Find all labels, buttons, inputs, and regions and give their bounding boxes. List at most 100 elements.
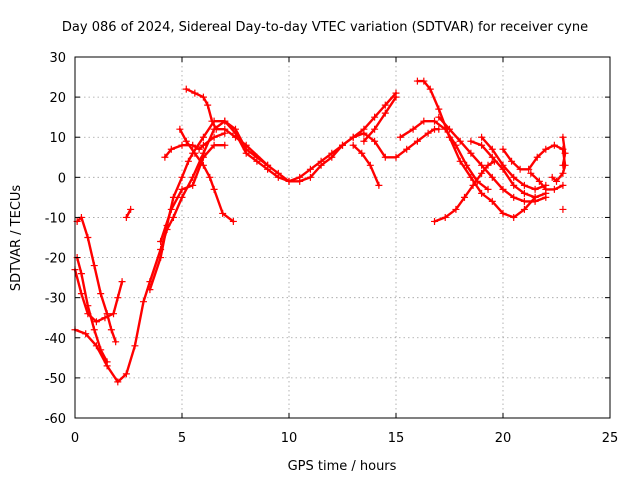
data-point-marker bbox=[488, 197, 496, 205]
data-point-marker bbox=[484, 161, 492, 169]
data-point-marker bbox=[358, 149, 366, 157]
data-point-marker bbox=[221, 125, 229, 133]
data-point-marker bbox=[127, 205, 135, 213]
data-point-marker bbox=[559, 181, 567, 189]
data-point-marker bbox=[381, 101, 389, 109]
data-point-marker bbox=[176, 125, 184, 133]
series-track-10 bbox=[182, 85, 272, 169]
series-line bbox=[416, 79, 537, 219]
series-track-17 bbox=[467, 137, 550, 201]
series-track-7 bbox=[157, 141, 229, 246]
data-point-marker bbox=[467, 173, 475, 181]
data-point-marker bbox=[169, 213, 177, 221]
series-line bbox=[469, 140, 547, 199]
data-point-marker bbox=[409, 125, 417, 133]
data-point-marker bbox=[242, 141, 250, 149]
x-tick-label: 15 bbox=[388, 431, 405, 446]
data-point-marker bbox=[306, 173, 314, 181]
series-track-12 bbox=[360, 93, 400, 145]
data-point-marker bbox=[381, 109, 389, 117]
data-point-marker bbox=[210, 133, 218, 141]
data-point-marker bbox=[199, 161, 207, 169]
data-point-marker bbox=[90, 262, 98, 270]
series-track-16 bbox=[435, 113, 550, 205]
data-point-marker bbox=[426, 85, 434, 93]
data-point-marker bbox=[114, 378, 122, 386]
data-point-marker bbox=[508, 157, 516, 165]
data-point-marker bbox=[199, 133, 207, 141]
data-point-marker bbox=[499, 209, 507, 217]
data-point-marker bbox=[146, 286, 154, 294]
data-point-marker bbox=[499, 185, 507, 193]
data-point-marker bbox=[182, 85, 190, 93]
data-point-marker bbox=[371, 113, 379, 121]
series-line bbox=[362, 95, 398, 143]
data-point-marker bbox=[178, 173, 186, 181]
data-point-marker bbox=[478, 161, 486, 169]
data-point-marker bbox=[199, 141, 207, 149]
series-line bbox=[75, 216, 117, 343]
data-point-marker bbox=[208, 117, 216, 125]
data-point-marker bbox=[499, 145, 507, 153]
data-point-marker bbox=[510, 213, 518, 221]
data-point-marker bbox=[371, 125, 379, 133]
data-point-marker bbox=[195, 145, 203, 153]
data-point-marker bbox=[167, 145, 175, 153]
series-line bbox=[433, 160, 496, 223]
data-point-marker bbox=[77, 290, 85, 298]
y-tick-label: -60 bbox=[45, 412, 66, 427]
data-point-marker bbox=[182, 137, 190, 145]
data-point-marker bbox=[371, 137, 379, 145]
data-point-marker bbox=[452, 205, 460, 213]
data-point-marker bbox=[527, 169, 535, 177]
data-point-marker bbox=[103, 358, 111, 366]
series-track-11 bbox=[349, 141, 383, 189]
x-axis-label: GPS time / hours bbox=[288, 459, 397, 474]
data-point-marker bbox=[469, 181, 477, 189]
series-track-1 bbox=[71, 266, 126, 326]
data-point-marker bbox=[559, 205, 567, 213]
data-point-marker bbox=[296, 177, 304, 185]
data-point-marker bbox=[178, 185, 186, 193]
data-point-marker bbox=[431, 117, 439, 125]
data-point-marker bbox=[178, 193, 186, 201]
data-point-marker bbox=[516, 165, 524, 173]
data-point-marker bbox=[112, 338, 120, 346]
series-track-6 bbox=[146, 117, 443, 294]
data-point-marker bbox=[191, 89, 199, 97]
data-layer bbox=[71, 77, 569, 386]
data-point-marker bbox=[441, 213, 449, 221]
data-point-marker bbox=[520, 205, 528, 213]
data-point-marker bbox=[97, 290, 105, 298]
data-point-marker bbox=[97, 346, 105, 354]
data-point-marker bbox=[82, 330, 90, 338]
data-point-marker bbox=[189, 181, 197, 189]
data-point-marker bbox=[553, 177, 560, 185]
data-point-marker bbox=[90, 326, 98, 334]
series-line bbox=[125, 208, 132, 219]
data-point-marker bbox=[403, 145, 411, 153]
data-point-marker bbox=[84, 234, 92, 241]
data-point-marker bbox=[221, 141, 229, 149]
data-point-marker bbox=[478, 133, 486, 141]
data-point-marker bbox=[531, 185, 539, 193]
x-tick-label: 25 bbox=[602, 431, 619, 446]
y-axis-label: SDTVAR / TECUs bbox=[9, 185, 24, 292]
series-line bbox=[163, 132, 226, 159]
data-point-marker bbox=[131, 342, 139, 350]
data-point-marker bbox=[221, 117, 229, 125]
grid-layer bbox=[75, 57, 610, 418]
data-point-marker bbox=[431, 217, 439, 225]
plot-frame bbox=[74, 56, 611, 419]
data-point-marker bbox=[392, 153, 400, 161]
data-point-marker bbox=[460, 193, 468, 201]
data-point-marker bbox=[92, 318, 100, 326]
data-point-marker bbox=[107, 326, 115, 334]
series-track-5 bbox=[122, 205, 135, 221]
data-point-marker bbox=[349, 141, 357, 149]
series-line bbox=[178, 127, 235, 223]
series-line bbox=[185, 87, 269, 167]
data-point-marker bbox=[274, 169, 282, 177]
data-point-marker bbox=[229, 217, 237, 225]
